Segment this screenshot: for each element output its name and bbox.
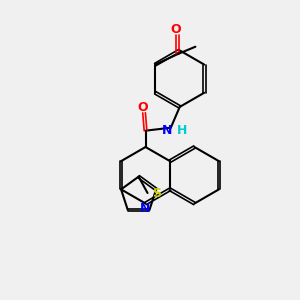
Text: N: N [140, 202, 151, 215]
Text: S: S [152, 187, 160, 200]
Text: O: O [137, 101, 148, 114]
Text: N: N [162, 124, 172, 136]
Text: H: H [177, 124, 187, 136]
Text: O: O [171, 23, 182, 36]
